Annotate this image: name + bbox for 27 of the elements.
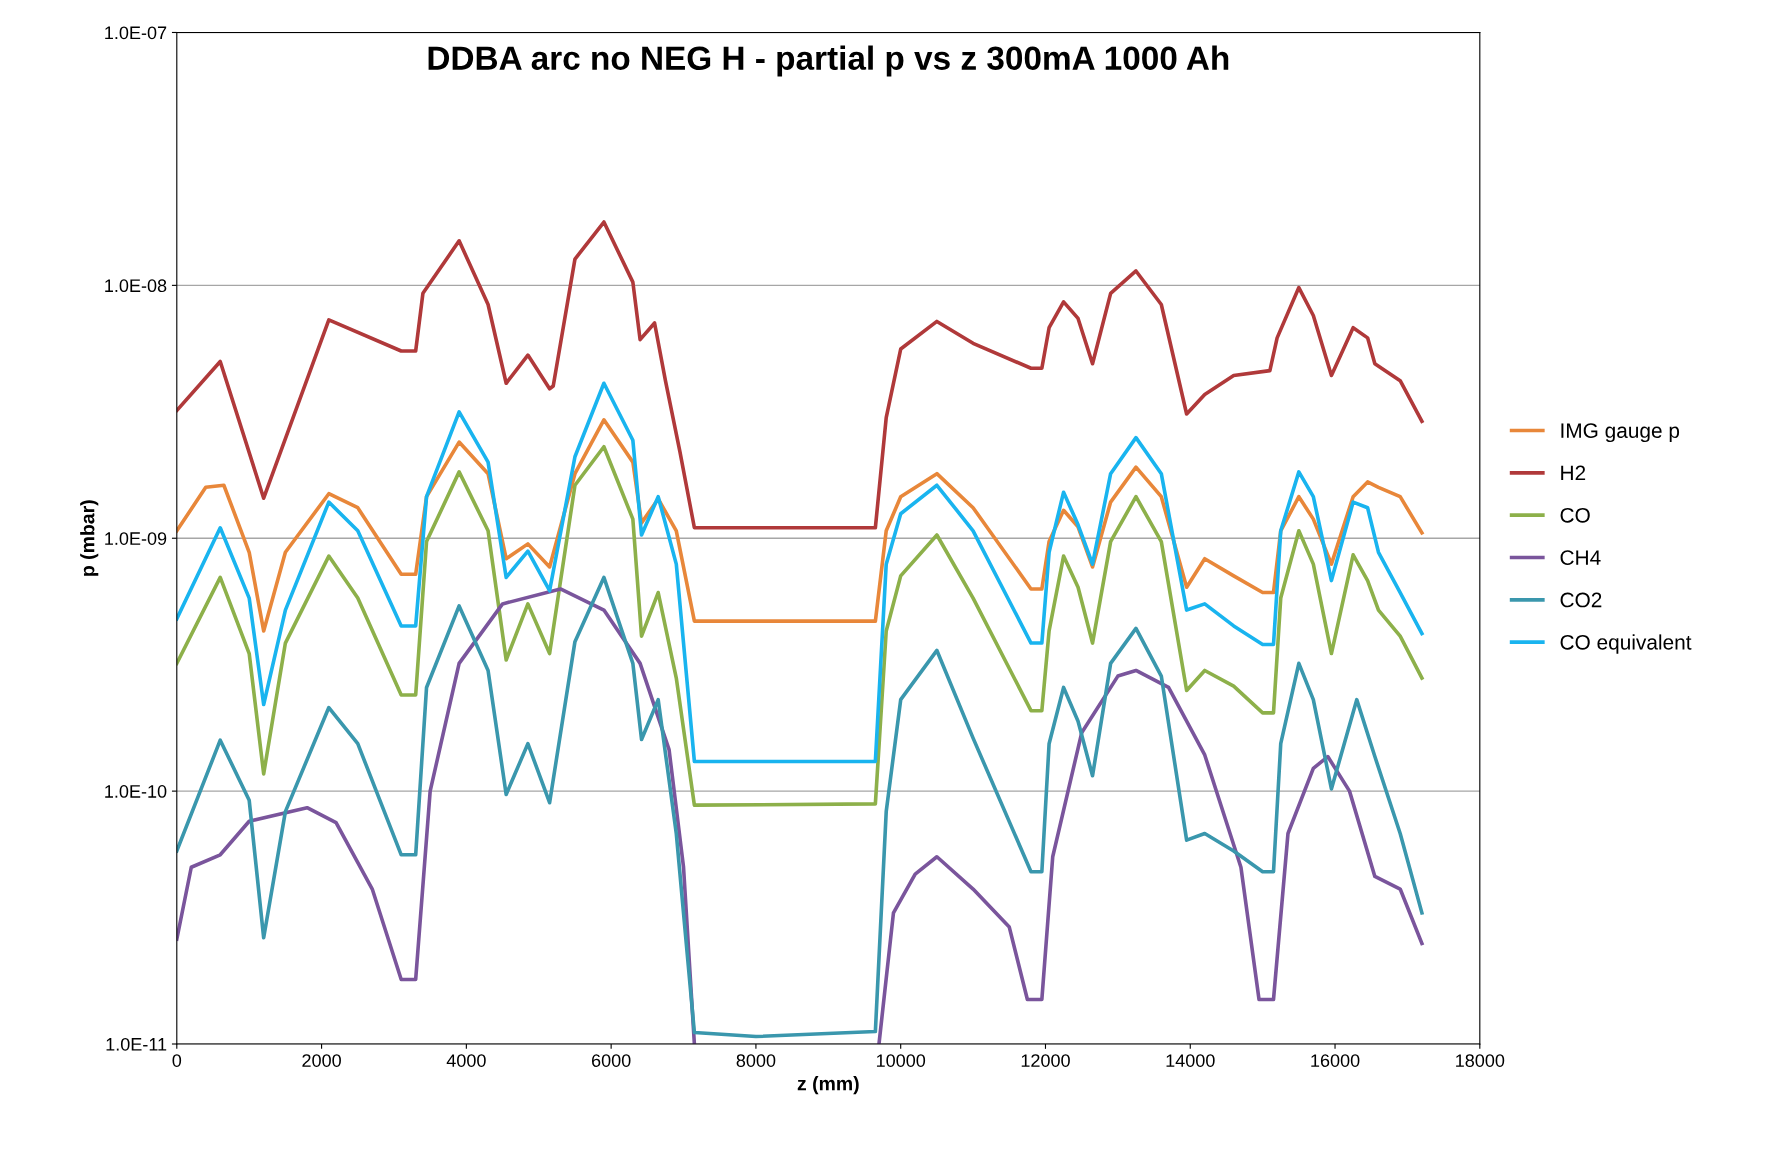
legend-label: CO (1560, 507, 1590, 523)
x-tick-label: 10000 (876, 1054, 926, 1067)
legend-label: H2 (1561, 465, 1586, 481)
legend-label: IMG gauge p (1561, 423, 1680, 443)
x-tick-label: 12000 (1021, 1054, 1070, 1067)
legend-label: CO2 (1560, 592, 1602, 608)
x-tick-label: 4000 (446, 1054, 486, 1067)
x-tick-label: 2000 (302, 1054, 341, 1067)
line-series (176, 444, 1424, 807)
y-axis-title: p (mbar) (80, 500, 99, 576)
line-series (176, 381, 1424, 764)
chart-title: DDBA arc no NEG H - partial p vs z 300mA 1000 Ah (428, 45, 1229, 77)
legend-label: CO equivalent (1560, 634, 1692, 654)
y-tick-label: 1.0E-08 (105, 279, 167, 293)
y-tick-label: 1.0E-10 (105, 785, 167, 798)
line-series (176, 220, 1424, 530)
x-axis-title: z (mm) (797, 1076, 859, 1095)
x-tick-label: 16000 (1311, 1054, 1360, 1067)
x-tick-label: 0 (172, 1054, 182, 1067)
y-tick-label: 1.0E-07 (105, 26, 167, 40)
legend-label: CH4 (1560, 550, 1601, 565)
x-tick-label: 18000 (1456, 1054, 1505, 1067)
x-tick-label: 6000 (591, 1054, 631, 1067)
x-tick-label: 14000 (1166, 1054, 1215, 1067)
x-tick-label: 8000 (736, 1054, 776, 1067)
y-tick-label: 1.0E-11 (106, 1037, 167, 1051)
y-tick-label: 1.0E-09 (105, 532, 167, 545)
